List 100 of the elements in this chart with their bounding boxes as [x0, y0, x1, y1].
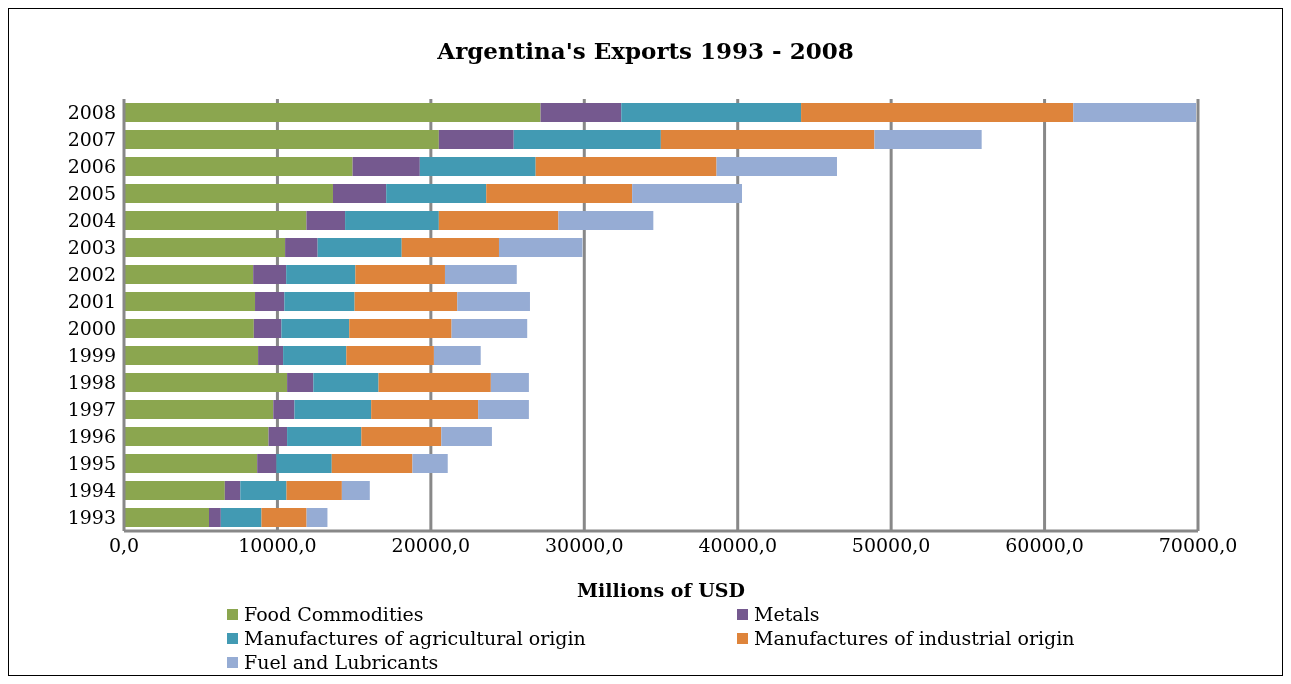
bar: [124, 481, 225, 500]
legend-label: Food Commodities: [244, 603, 424, 625]
bar: [457, 292, 530, 311]
bar: [286, 481, 342, 500]
bar: [349, 319, 452, 338]
bar: [371, 400, 479, 419]
bar: [716, 157, 837, 176]
y-tick-label: 1996: [67, 425, 116, 448]
bar: [284, 292, 355, 311]
bar: [331, 454, 413, 473]
bar: [240, 481, 287, 500]
bar: [438, 130, 514, 149]
bar: [306, 508, 328, 527]
bar: [386, 184, 487, 203]
bar: [285, 238, 318, 257]
x-tick-label: 20000,0: [391, 534, 471, 557]
bar: [124, 373, 288, 392]
bar: [287, 373, 314, 392]
bar: [124, 184, 333, 203]
y-tick-label: 2003: [67, 236, 116, 259]
bar: [345, 211, 439, 230]
x-tick-label: 70000,0: [1158, 534, 1238, 557]
bar: [209, 508, 221, 527]
bar: [124, 508, 209, 527]
bar: [444, 265, 517, 284]
x-tick-label: 50000,0: [851, 534, 931, 557]
bar: [346, 346, 434, 365]
legend-label: Manufactures of agricultural origin: [244, 627, 586, 649]
bar: [124, 400, 274, 419]
y-tick-label: 2000: [67, 317, 116, 340]
x-tick-label: 60000,0: [1005, 534, 1084, 557]
y-tick-label: 2001: [67, 290, 116, 313]
bar: [124, 103, 541, 122]
bar: [621, 103, 802, 122]
x-tick-label: 40000,0: [698, 534, 777, 557]
bar: [124, 454, 258, 473]
y-tick-label: 2006: [67, 155, 116, 178]
bar: [220, 508, 262, 527]
bar: [124, 346, 259, 365]
bar: [268, 427, 288, 446]
bar: [124, 130, 439, 149]
bar: [558, 211, 654, 230]
legend-label: Metals: [754, 603, 820, 625]
bar: [354, 292, 458, 311]
bar: [660, 130, 875, 149]
y-tick-label: 2007: [67, 128, 116, 151]
bar: [486, 184, 633, 203]
bar: [540, 103, 622, 122]
bar: [273, 400, 295, 419]
bar: [124, 238, 286, 257]
bar: [124, 319, 254, 338]
bar: [283, 346, 347, 365]
bar: [433, 346, 481, 365]
bar: [874, 130, 982, 149]
legend-label: Manufactures of industrial origin: [754, 627, 1075, 649]
bar: [294, 400, 372, 419]
x-tick-label: 30000,0: [545, 534, 624, 557]
x-tick-label: 0,0: [108, 534, 140, 557]
chart-title: Argentina's Exports 1993 - 2008: [436, 37, 855, 66]
bar: [361, 427, 442, 446]
y-tick-label: 1999: [67, 344, 116, 367]
bar: [124, 265, 254, 284]
y-tick-label: 1994: [67, 479, 116, 502]
bar: [355, 265, 445, 284]
bar: [352, 157, 420, 176]
bar: [253, 265, 287, 284]
y-tick-label: 1998: [67, 371, 116, 394]
bar: [287, 427, 362, 446]
bar: [498, 238, 583, 257]
y-tick-label: 2005: [67, 182, 116, 205]
bar: [124, 427, 269, 446]
bar: [1073, 103, 1197, 122]
bar: [412, 454, 448, 473]
bar: [535, 157, 717, 176]
bar: [313, 373, 379, 392]
bar: [124, 211, 307, 230]
bar: [317, 238, 402, 257]
y-tick-label: 1995: [67, 452, 116, 475]
bar: [276, 454, 332, 473]
bar: [257, 454, 277, 473]
x-axis-title: Millions of USD: [577, 579, 745, 601]
bar: [441, 427, 492, 446]
bar: [124, 157, 353, 176]
bar: [253, 319, 282, 338]
bar: [341, 481, 370, 500]
bar: [281, 319, 350, 338]
bar: [401, 238, 499, 257]
bar: [224, 481, 241, 500]
bar: [513, 130, 661, 149]
bar: [478, 400, 529, 419]
bar: [801, 103, 1074, 122]
bar: [286, 265, 356, 284]
bar: [332, 184, 387, 203]
y-tick-label: 1997: [67, 398, 116, 421]
x-tick-label: 10000,0: [238, 534, 317, 557]
bar: [306, 211, 346, 230]
bar: [490, 373, 529, 392]
bar: [378, 373, 491, 392]
bar: [255, 292, 285, 311]
bar: [258, 346, 284, 365]
